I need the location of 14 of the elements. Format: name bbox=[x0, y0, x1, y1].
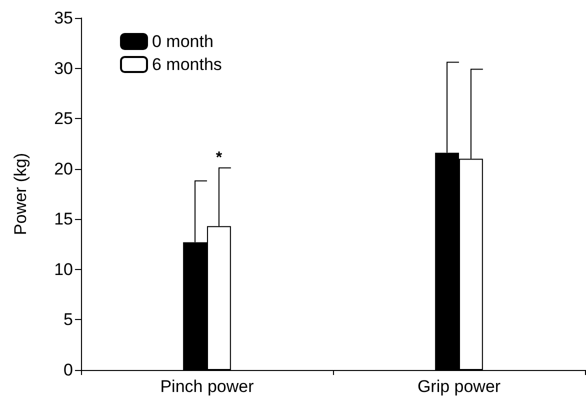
y-axis-title: Power (kg) bbox=[11, 152, 30, 236]
x-tick-label: Grip power bbox=[417, 377, 501, 396]
y-tick-label: 20 bbox=[54, 159, 73, 178]
y-tick-label: 10 bbox=[54, 260, 73, 279]
y-tick-label: 15 bbox=[54, 210, 73, 229]
y-tick-label: 5 bbox=[64, 310, 73, 330]
annotation: * bbox=[216, 149, 223, 166]
legend-label: 0 month bbox=[152, 32, 214, 51]
legend-label: 6 months bbox=[152, 55, 222, 74]
y-tick-label: 0 bbox=[64, 360, 73, 380]
y-tick-label: 25 bbox=[54, 109, 73, 128]
x-tick-label: Pinch power bbox=[160, 377, 254, 396]
y-tick-label: 35 bbox=[54, 8, 73, 28]
y-tick-label: 30 bbox=[54, 58, 73, 78]
